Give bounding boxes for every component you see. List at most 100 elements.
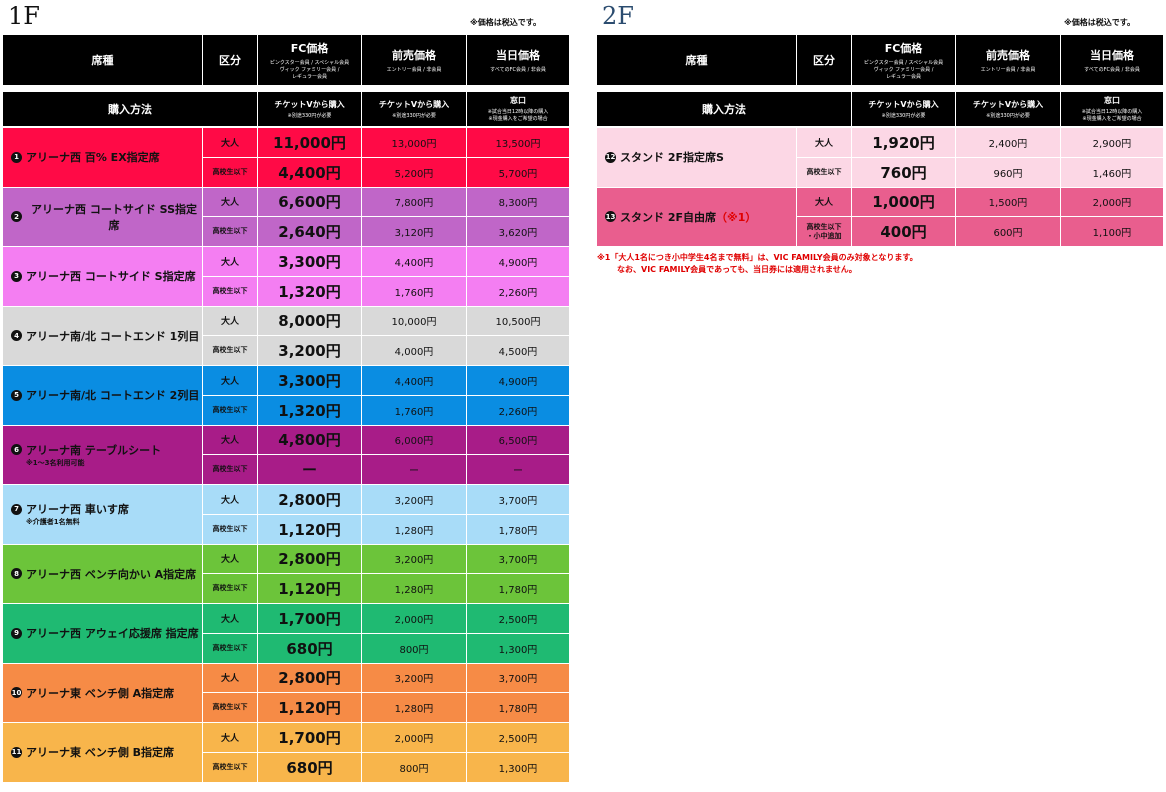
price-cell: 3,200円 <box>362 485 467 515</box>
category-cell: 高校生以下 <box>797 157 852 188</box>
seat-note: ※1～3名利用可能 <box>26 458 85 467</box>
price-text: 1,120円 <box>278 520 341 539</box>
price-text: 1,300円 <box>498 763 538 775</box>
header-sub: エントリー会員 / 非会員 <box>386 66 442 73</box>
price-text: 960円 <box>993 168 1023 180</box>
price-cell: 2,400円 <box>956 128 1061 158</box>
header-sub: すべてのFC会員 / 非会員 <box>490 66 546 73</box>
header-sub: レギュラー会員 <box>291 73 327 80</box>
price-text: 8,000円 <box>278 312 341 331</box>
seat-cell: 12 スタンド 2F指定席S <box>597 128 797 188</box>
price-note: ※価格は税込です。 <box>470 18 541 27</box>
price-text: 1,780円 <box>498 525 538 537</box>
header-sub: レギュラー会員 <box>885 73 921 80</box>
price-cell: 3,300円 <box>258 366 362 396</box>
header-sub: ヴィック ファミリー会員 / <box>279 66 340 73</box>
seat-line: 6 アリーナ南 テーブルシート <box>11 442 161 458</box>
price-text: 1,760円 <box>394 406 434 418</box>
category-text: ・小中追加 <box>806 231 842 240</box>
seat-mark: （※1） <box>716 210 757 224</box>
price-text: 3,300円 <box>278 371 341 390</box>
price-cell: 1,780円 <box>467 574 570 604</box>
seat-line: 12 スタンド 2F指定席S <box>605 149 724 165</box>
purchase-sub: ※現金購入をご希望の場合 <box>488 116 548 122</box>
purchase-sub: ※現金購入をご希望の場合 <box>1082 116 1142 122</box>
category-cell: 高校生以下 <box>203 395 258 426</box>
price-cell: 5,200円 <box>362 157 467 188</box>
price-text: 680円 <box>286 639 333 658</box>
price-cell: 1,920円 <box>852 128 956 158</box>
category-text: 大人 <box>220 376 239 387</box>
price-text: 2,400円 <box>988 138 1028 150</box>
price-cell: 1,120円 <box>258 574 362 604</box>
price-cell: 4,800円 <box>258 425 362 456</box>
price-cell: 6,600円 <box>258 187 362 218</box>
price-cell: 2,500円 <box>467 604 570 634</box>
seat-number: 8 <box>11 568 22 580</box>
seat-line: 2 アリーナ西 コートサイド SS指定席 <box>11 201 202 233</box>
price-cell: 1,460円 <box>1061 157 1164 188</box>
category-text: 大人 <box>220 257 239 268</box>
seat-name: スタンド 2F指定席S <box>620 151 724 165</box>
seat-cell: 4 アリーナ南/北 コートエンド 1列目 <box>3 306 203 366</box>
category-text: 大人 <box>220 674 239 685</box>
price-text: 600円 <box>993 228 1023 240</box>
category-cell: 高校生以下 <box>203 752 258 783</box>
price-text: ー <box>409 466 419 478</box>
seat-name: アリーナ西 アウェイ応援席 指定席 <box>26 627 199 641</box>
header-fc: FC価格 ピンクスター会員 / スペシャル会員 ヴィック ファミリー会員 / レギュラ… <box>852 35 956 86</box>
header-text: 区分 <box>219 54 241 67</box>
floor-title: 1F <box>8 2 40 30</box>
category-text: 高校生以下 <box>212 465 248 474</box>
price-cell: 1,320円 <box>258 395 362 426</box>
category-cell: 高校生以下 <box>203 514 258 545</box>
header-text: 区分 <box>813 54 835 67</box>
seat-number: 1 <box>11 151 22 163</box>
price-cell: 1,320円 <box>258 276 362 307</box>
category-cell: 大人 <box>797 128 852 158</box>
seat-line: 7 アリーナ西 車いす席 <box>11 501 129 517</box>
category-text: 大人 <box>220 138 239 149</box>
price-text: 2,000円 <box>1092 198 1132 210</box>
purchase-text: 窓口 <box>1104 96 1120 105</box>
price-text: 3,700円 <box>498 495 538 507</box>
header-day: 当日価格 すべてのFC会員 / 非会員 <box>1061 35 1164 86</box>
price-cell: 2,500円 <box>467 723 570 753</box>
price-cell: 2,640円 <box>258 217 362 247</box>
header-category: 区分 <box>797 35 852 86</box>
price-text: 2,260円 <box>498 287 538 299</box>
category-text: 大人 <box>220 317 239 328</box>
price-cell: 4,500円 <box>467 336 570 366</box>
price-text: 1,280円 <box>394 585 434 597</box>
category-cell: 高校生以下 <box>203 693 258 723</box>
price-cell: 7,800円 <box>362 187 467 218</box>
seat-name: スタンド 2F自由席 <box>620 210 716 224</box>
price-text: 3,200円 <box>394 555 434 567</box>
price-text: 1,500円 <box>988 198 1028 210</box>
price-text: 2,800円 <box>278 490 341 509</box>
category-cell: 大人 <box>203 723 258 753</box>
price-cell: 1,280円 <box>362 693 467 723</box>
price-text: 3,120円 <box>394 228 434 240</box>
header-day: 当日価格 すべてのFC会員 / 非会員 <box>467 35 570 86</box>
price-note: ※価格は税込です。 <box>1064 18 1135 27</box>
purchase-text: チケットVから購入 <box>378 99 450 109</box>
price-cell: ー <box>362 455 467 485</box>
price-cell: 8,300円 <box>467 187 570 218</box>
price-text: 2,000円 <box>394 733 434 745</box>
purchase-day: 窓口 ※試合当日12時以降の購入 ※現金購入をご希望の場合 <box>467 92 570 127</box>
category-cell: 高校生以下 <box>203 157 258 188</box>
price-cell: 1,120円 <box>258 514 362 545</box>
seat-line: 13 スタンド 2F自由席 （※1） <box>605 209 756 225</box>
price-cell: 2,800円 <box>258 544 362 575</box>
category-text: 大人 <box>220 198 239 209</box>
price-cell: 13,500円 <box>467 128 570 158</box>
price-text: 10,500円 <box>495 317 541 329</box>
price-text: 1,320円 <box>278 401 341 420</box>
seat-number: 4 <box>11 330 22 342</box>
header-sub: エントリー会員 / 非会員 <box>980 66 1036 73</box>
seat-number: 9 <box>11 627 22 639</box>
seat-line: 3 アリーナ西 コートサイド S指定席 <box>11 268 196 284</box>
purchase-sub: ※別途330円が必要 <box>287 112 332 119</box>
